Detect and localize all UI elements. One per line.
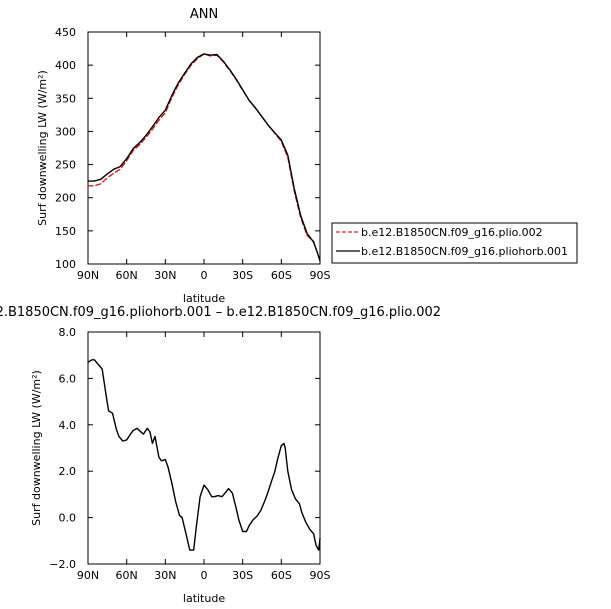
top-ytick-label-7: 100: [55, 258, 76, 271]
bottom-ytick-label-5: −2.0: [49, 558, 76, 571]
top-chart-xlabel: latitude: [183, 292, 225, 305]
bottom-chart-title: b.e12.B1850CN.f09_g16.pliohorb.001 – b.e…: [0, 305, 441, 320]
top-ytick-label-5: 200: [55, 192, 76, 205]
legend-label-plio: b.e12.B1850CN.f09_g16.plio.002: [361, 226, 543, 239]
top-xtick-label-5: 60S: [271, 269, 292, 282]
bottom-ytick-label-4: 0.0: [59, 512, 77, 525]
legend: b.e12.B1850CN.f09_g16.plio.002 b.e12.B18…: [331, 222, 578, 264]
bottom-xtick-label-4: 30S: [232, 569, 253, 582]
bottom-ytick-label-3: 2.0: [59, 465, 77, 478]
top-xtick-label-0: 90N: [77, 269, 99, 282]
bottom-ytick-label-0: 8.0: [59, 326, 77, 339]
top-xtick-label-3: 0: [201, 269, 208, 282]
top-series-line-0: [87, 53, 321, 262]
top-xtick-label-2: 30N: [154, 269, 176, 282]
top-xtick-label-6: 90S: [310, 269, 331, 282]
legend-label-pliohorb: b.e12.B1850CN.f09_g16.pliohorb.001: [361, 245, 568, 258]
bottom-xtick-label-3: 0: [201, 569, 208, 582]
bottom-xtick-label-5: 60S: [271, 569, 292, 582]
legend-box: [331, 222, 578, 264]
top-ytick-label-4: 250: [55, 159, 76, 172]
top-ytick-label-6: 150: [55, 225, 76, 238]
bottom-ytick-label-2: 4.0: [59, 419, 77, 432]
top-ytick-label-3: 300: [55, 125, 76, 138]
bottom-chart-ylabel: Surf downwelling LW (W/m²): [30, 370, 43, 526]
bottom-xtick-label-0: 90N: [77, 569, 99, 582]
top-xtick-label-4: 30S: [232, 269, 253, 282]
top-chart-ylabel: Surf downwelling LW (W/m²): [36, 70, 49, 226]
top-series-line-1: [87, 53, 321, 262]
bottom-series-line-0: [87, 359, 321, 551]
top-ytick-label-0: 450: [55, 26, 76, 39]
bottom-xtick-label-2: 30N: [154, 569, 176, 582]
bottom-xtick-label-1: 60N: [116, 569, 138, 582]
top-chart-title: ANN: [190, 7, 218, 22]
top-xtick-label-1: 60N: [116, 269, 138, 282]
bottom-xtick-label-6: 90S: [310, 569, 331, 582]
bottom-ytick-label-1: 6.0: [59, 372, 77, 385]
bottom-chart-xlabel: latitude: [183, 592, 225, 605]
top-ytick-label-1: 400: [55, 59, 76, 72]
top-ytick-label-2: 350: [55, 92, 76, 105]
